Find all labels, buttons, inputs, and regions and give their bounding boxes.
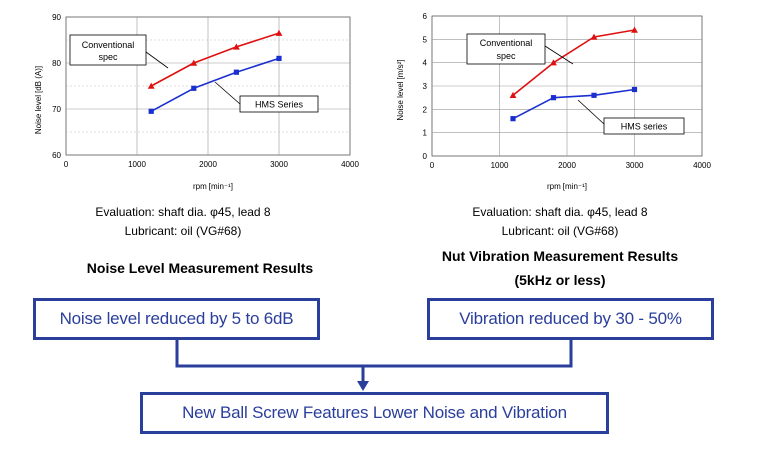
x-tick-label: 1000 (128, 160, 146, 169)
x-tick-label: 0 (430, 161, 435, 170)
y-axis-label: Noise level[dB (A)] (34, 66, 43, 134)
data-point-square (510, 116, 516, 122)
right-lubricant-caption: Lubricant: oil (VG#68) (501, 224, 619, 238)
data-point-triangle (275, 29, 283, 36)
data-point-square (148, 108, 154, 114)
series-line (512, 88, 635, 120)
legend-box-hms (603, 117, 685, 135)
right-evaluation-caption: Evaluation: shaft dia. φ45, lead 8 (472, 205, 648, 219)
x-tick-label: 2000 (558, 161, 576, 170)
plot-area: 0 1000 2000 3000 4000 60 70 80 90 (52, 13, 359, 169)
series-line (150, 32, 280, 87)
y-tick-label: 5 (423, 35, 428, 44)
y-tick-label: 3 (423, 82, 428, 91)
legend-label-conventional-line1: Conventional (480, 38, 533, 48)
x-tick-label: 3000 (626, 161, 644, 170)
legend-label-conventional-line2: spec (98, 52, 118, 62)
legend-label-conventional-line1: Conventional (82, 40, 135, 50)
legend-leader-hms (577, 99, 605, 125)
x-axis-label: rpm [min⁻¹] (547, 182, 587, 191)
y-tick-label: 60 (52, 151, 61, 160)
y-tick-label: 80 (52, 59, 61, 68)
vibration-section-title: Nut Vibration Measurement Results (441, 248, 679, 264)
data-point-triangle (147, 82, 155, 89)
series-line (150, 57, 280, 113)
x-tick-label: 4000 (693, 161, 711, 170)
data-point-square (591, 92, 597, 98)
legend-label-hms: HMS series (621, 122, 668, 132)
y-tick-label: 2 (423, 105, 428, 114)
x-tick-label: 0 (64, 160, 69, 169)
data-point-triangle (631, 26, 638, 33)
x-tick-label: 4000 (341, 160, 359, 169)
legend-leader-conventional (145, 51, 169, 69)
data-point-triangle (233, 43, 240, 50)
data-point-triangle (509, 91, 517, 99)
y-tick-label: 70 (52, 105, 61, 114)
legend-box-conventional (466, 33, 546, 65)
data-point-triangle (590, 33, 598, 40)
vibration-section-subtitle: (5kHz or less) (514, 272, 606, 288)
y-tick-label: 90 (52, 13, 61, 22)
left-evaluation-caption: Evaluation: shaft dia. φ45, lead 8 (95, 205, 271, 219)
noise-section-title: Noise Level Measurement Results (86, 260, 314, 276)
x-tick-label: 1000 (491, 161, 509, 170)
legend-leader-conventional (544, 45, 574, 65)
data-point-square (233, 69, 239, 75)
legend-box-conventional (69, 34, 147, 66)
left-lubricant-caption: Lubricant: oil (VG#68) (124, 224, 242, 238)
data-point-square (631, 86, 638, 93)
series-line (512, 29, 635, 96)
y-tick-label: 1 (423, 129, 428, 138)
data-point-square (276, 55, 282, 61)
y-tick-label: 0 (423, 152, 428, 161)
y-tick-label: 4 (423, 59, 428, 68)
legend-label-conventional-line2: spec (496, 51, 516, 61)
x-axis-label: rpm [min⁻¹] (193, 182, 233, 191)
y-tick-label: 6 (423, 12, 428, 21)
data-point-triangle (190, 59, 198, 66)
legend-label-hms: HMS Series (255, 100, 304, 110)
noise-result-box: Noise level reduced by 5 to 6dB (33, 298, 320, 340)
conclusion-box: New Ball Screw Features Lower Noise and … (140, 392, 609, 434)
data-point-square (550, 95, 557, 101)
data-point-square (191, 85, 197, 91)
vibration-result-box: Vibration reduced by 30 - 50% (427, 298, 714, 340)
nut-vibration-chart: 0 1000 2000 3000 4000 0 1 2 3 4 5 6 Noise level[m/s… (396, 12, 711, 191)
noise-level-chart: 0 1000 2000 3000 4000 60 70 80 90 Noise level[dB… (34, 13, 359, 191)
x-tick-label: 3000 (270, 160, 288, 169)
y-axis-label: Noise level[m/s²] (396, 59, 405, 120)
arrow-head-icon (357, 381, 369, 391)
x-tick-label: 2000 (199, 160, 217, 169)
legend-leader-hms (214, 81, 241, 105)
data-point-triangle (550, 59, 557, 66)
